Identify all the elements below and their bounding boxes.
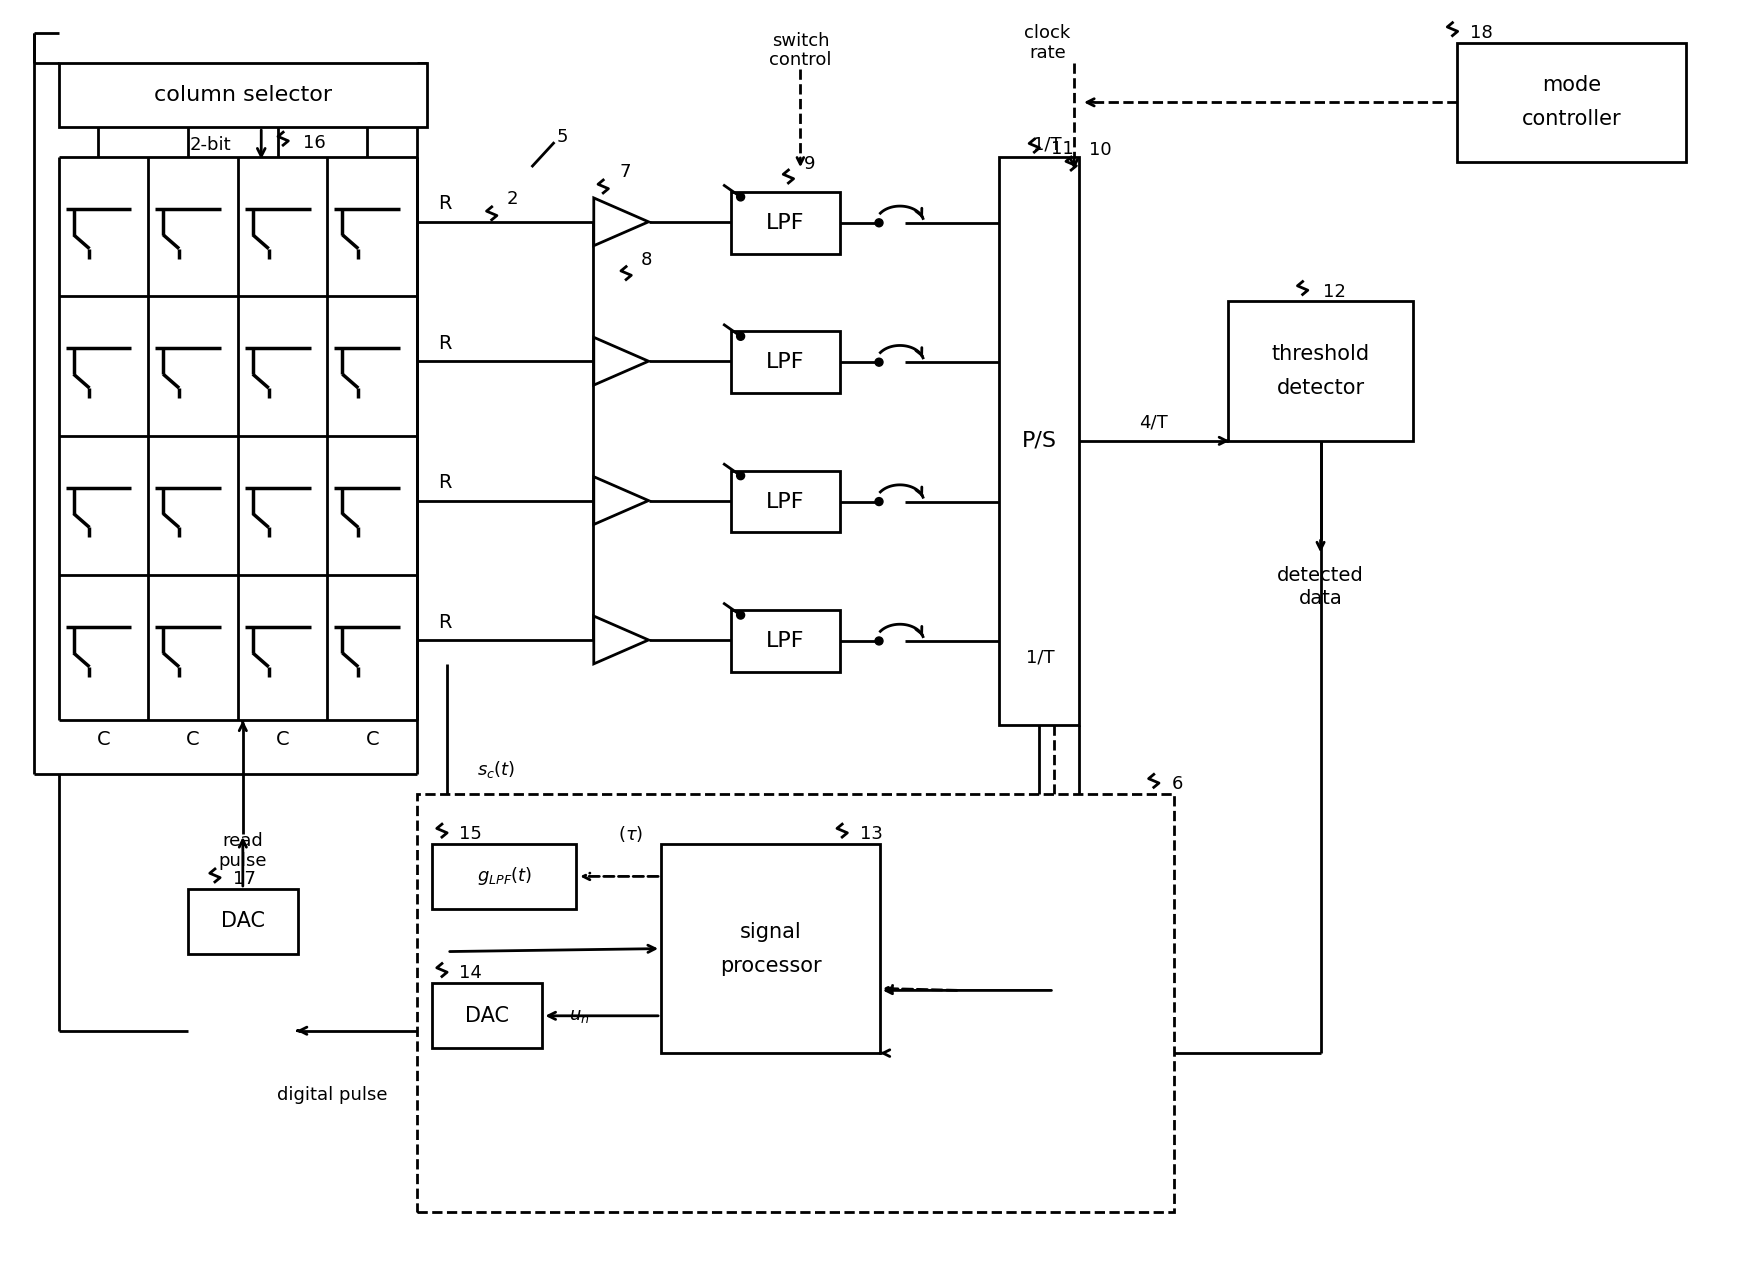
Text: $s_c(t)$: $s_c(t)$ [476,759,515,779]
Text: detector: detector [1276,378,1365,398]
Text: 10: 10 [1090,141,1112,159]
Text: 7: 7 [619,163,631,181]
Text: $u_n$: $u_n$ [569,1007,591,1024]
Text: rate: rate [1030,43,1065,62]
Text: detected: detected [1276,566,1365,585]
Text: processor: processor [719,956,822,975]
Text: 13: 13 [860,825,883,844]
Text: LPF: LPF [767,212,804,232]
Text: 16: 16 [303,134,326,152]
Text: mode: mode [1543,76,1601,96]
Text: C: C [365,730,379,749]
Text: 18: 18 [1470,24,1493,42]
Text: 4/T: 4/T [1139,414,1169,432]
Text: R: R [439,474,451,493]
Bar [1229,302,1412,441]
Text: 2: 2 [506,189,518,208]
Text: R: R [439,195,451,213]
Bar [1458,43,1687,162]
Bar [432,984,541,1048]
Text: LPF: LPF [767,491,804,512]
Text: 8: 8 [642,250,652,269]
Text: DAC: DAC [220,911,264,931]
Bar [730,471,841,533]
Text: 17: 17 [233,870,256,888]
Text: $(\tau)$: $(\tau)$ [619,823,643,844]
Text: data: data [1299,589,1342,608]
Text: 1/T: 1/T [1026,649,1054,667]
Text: 14: 14 [458,965,481,983]
Bar [58,62,427,128]
Text: C: C [187,730,199,749]
Bar [730,610,841,672]
Text: pulse: pulse [219,853,266,870]
Text: 12: 12 [1322,283,1345,301]
Text: switch: switch [772,32,829,49]
Circle shape [874,637,883,645]
Bar [730,331,841,393]
Text: control: control [769,51,832,68]
Text: P/S: P/S [1023,431,1056,451]
Text: digital pulse: digital pulse [277,1086,388,1104]
Circle shape [737,471,744,480]
Text: threshold: threshold [1271,345,1370,364]
Text: C: C [275,730,289,749]
Text: 5: 5 [557,128,568,147]
Bar [1000,157,1079,725]
Text: 1/T: 1/T [1033,135,1061,153]
Text: LPF: LPF [767,352,804,373]
Bar [418,794,1174,1212]
Circle shape [874,218,883,227]
Text: clock: clock [1024,24,1070,42]
Text: LPF: LPF [767,632,804,650]
Circle shape [874,359,883,366]
Text: R: R [439,333,451,352]
Text: R: R [439,613,451,632]
Text: DAC: DAC [465,1005,510,1026]
Text: signal: signal [740,922,802,942]
Text: 15: 15 [458,825,481,844]
Text: $g_{LPF}(t)$: $g_{LPF}(t)$ [476,865,532,888]
Bar [432,844,577,909]
Bar [189,889,298,954]
Text: column selector: column selector [153,85,331,105]
Text: 9: 9 [804,155,816,173]
Text: C: C [97,730,111,749]
Bar [730,192,841,254]
Circle shape [737,193,744,201]
Text: 2-bit: 2-bit [190,136,231,154]
Text: controller: controller [1521,110,1622,129]
Circle shape [737,611,744,619]
Text: 6: 6 [1172,775,1183,793]
Bar [661,844,880,1053]
Circle shape [874,498,883,505]
Text: 11: 11 [1051,140,1074,158]
Text: read: read [222,832,263,850]
Circle shape [737,332,744,340]
